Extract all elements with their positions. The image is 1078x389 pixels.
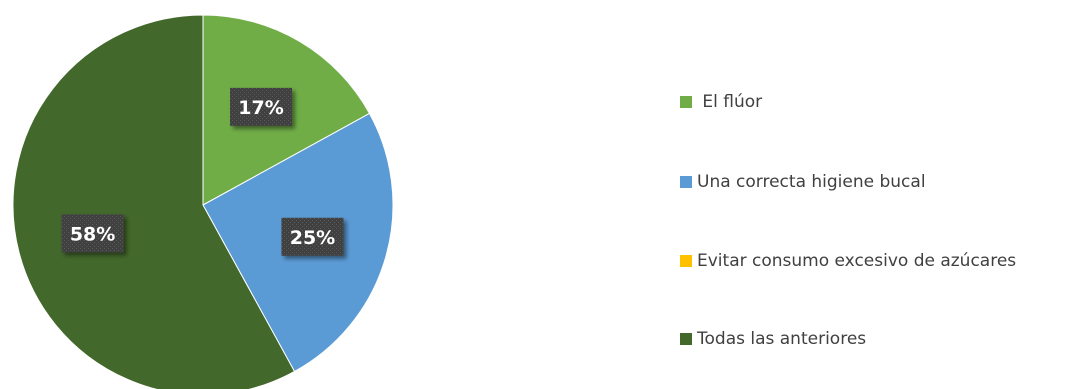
data-label-box-todas — [61, 214, 124, 253]
pie-data-labels: 17% 25% 58% — [61, 87, 344, 256]
data-label-higiene: 25% — [281, 217, 344, 256]
legend-label-higiene: Una correcta higiene bucal — [697, 172, 926, 192]
data-label-box-higiene — [281, 217, 344, 256]
pie-slices — [12, 14, 394, 389]
data-label-text-higiene: 25% — [290, 227, 335, 249]
legend-item-fluor: El flúor — [680, 92, 762, 112]
data-label-text-todas: 58% — [70, 223, 115, 245]
data-label-fluor: 17% — [230, 87, 293, 126]
data-label-box-fluor — [230, 87, 293, 126]
legend-item-higiene: Una correcta higiene bucal — [680, 172, 926, 192]
legend-swatch-azucares — [680, 255, 692, 267]
legend-swatch-fluor — [680, 96, 692, 108]
pie-chart: 17% 25% 58% — [12, 14, 394, 389]
legend-label-azucares: Evitar consumo excesivo de azúcares — [697, 251, 1017, 271]
legend-item-azucares: Evitar consumo excesivo de azúcares — [680, 251, 1016, 271]
data-label-todas: 58% — [61, 214, 124, 253]
legend-label-todas: Todas las anteriores — [697, 329, 867, 349]
legend-swatch-higiene — [680, 176, 692, 188]
pie-slice-todas — [12, 14, 296, 389]
legend-item-todas: Todas las anteriores — [680, 329, 866, 349]
data-label-text-fluor: 17% — [238, 97, 283, 119]
legend-swatch-todas — [680, 333, 692, 345]
chart-legend: El flúor Una correcta higiene bucal Evit… — [680, 0, 1078, 389]
legend-label-fluor: El flúor — [697, 92, 763, 112]
